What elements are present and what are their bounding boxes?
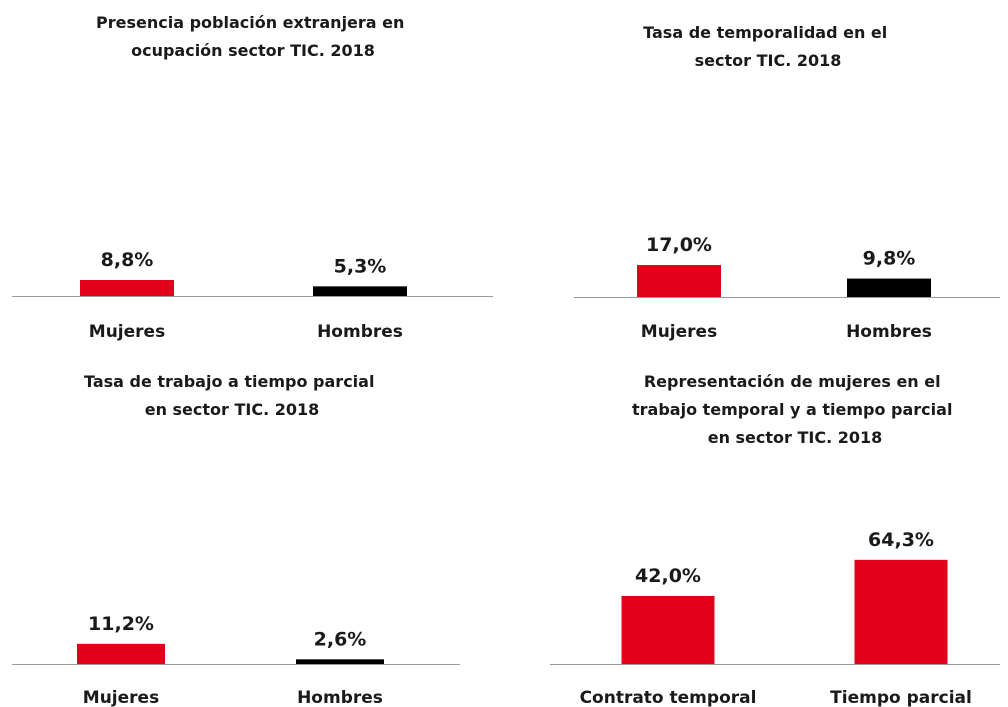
title-line: en sector TIC. 2018 [145,400,320,419]
value-label: 5,3% [334,255,387,277]
value-label: 2,6% [314,628,367,650]
chart-title: Presencia población extranjera en ocupac… [96,13,410,60]
title-line: Representación de mujeres en el [644,372,946,391]
category-label: Mujeres [83,688,159,707]
value-label: 17,0% [646,234,712,256]
category-label: Hombres [297,688,383,707]
category-label: Tiempo parcial [830,688,972,707]
title-line: Tasa de trabajo a tiempo parcial [84,372,380,391]
chart-title: Representación de mujeres en el trabajo … [632,372,958,447]
bar [80,279,174,296]
category-label: Mujeres [89,322,165,342]
value-label: 42,0% [635,565,701,587]
bar [854,559,948,664]
title-line: en sector TIC. 2018 [708,428,883,447]
title-line: Tasa de temporalidad en el [643,23,893,42]
title-line: Presencia población extranjera en [96,13,410,32]
value-label: 9,8% [863,248,916,270]
bar [77,643,165,664]
title-line: trabajo temporal y a tiempo parcial [632,400,958,419]
bar [847,278,931,297]
bar [313,286,407,296]
category-label: Mujeres [641,322,717,342]
value-label: 8,8% [101,249,154,271]
chart-title: Tasa de temporalidad en el sector TIC. 2… [643,23,893,70]
title-line: ocupación sector TIC. 2018 [131,41,375,60]
value-label: 64,3% [868,529,934,551]
category-label: Hombres [317,322,403,342]
category-label: Hombres [846,322,932,342]
category-label: Contrato temporal [580,688,757,707]
bar [621,595,715,664]
bar [296,659,384,664]
title-line: sector TIC. 2018 [695,51,842,70]
value-label: 11,2% [88,613,154,635]
chart-title: Tasa de trabajo a tiempo parcial en sect… [84,372,380,419]
bar [637,265,721,297]
